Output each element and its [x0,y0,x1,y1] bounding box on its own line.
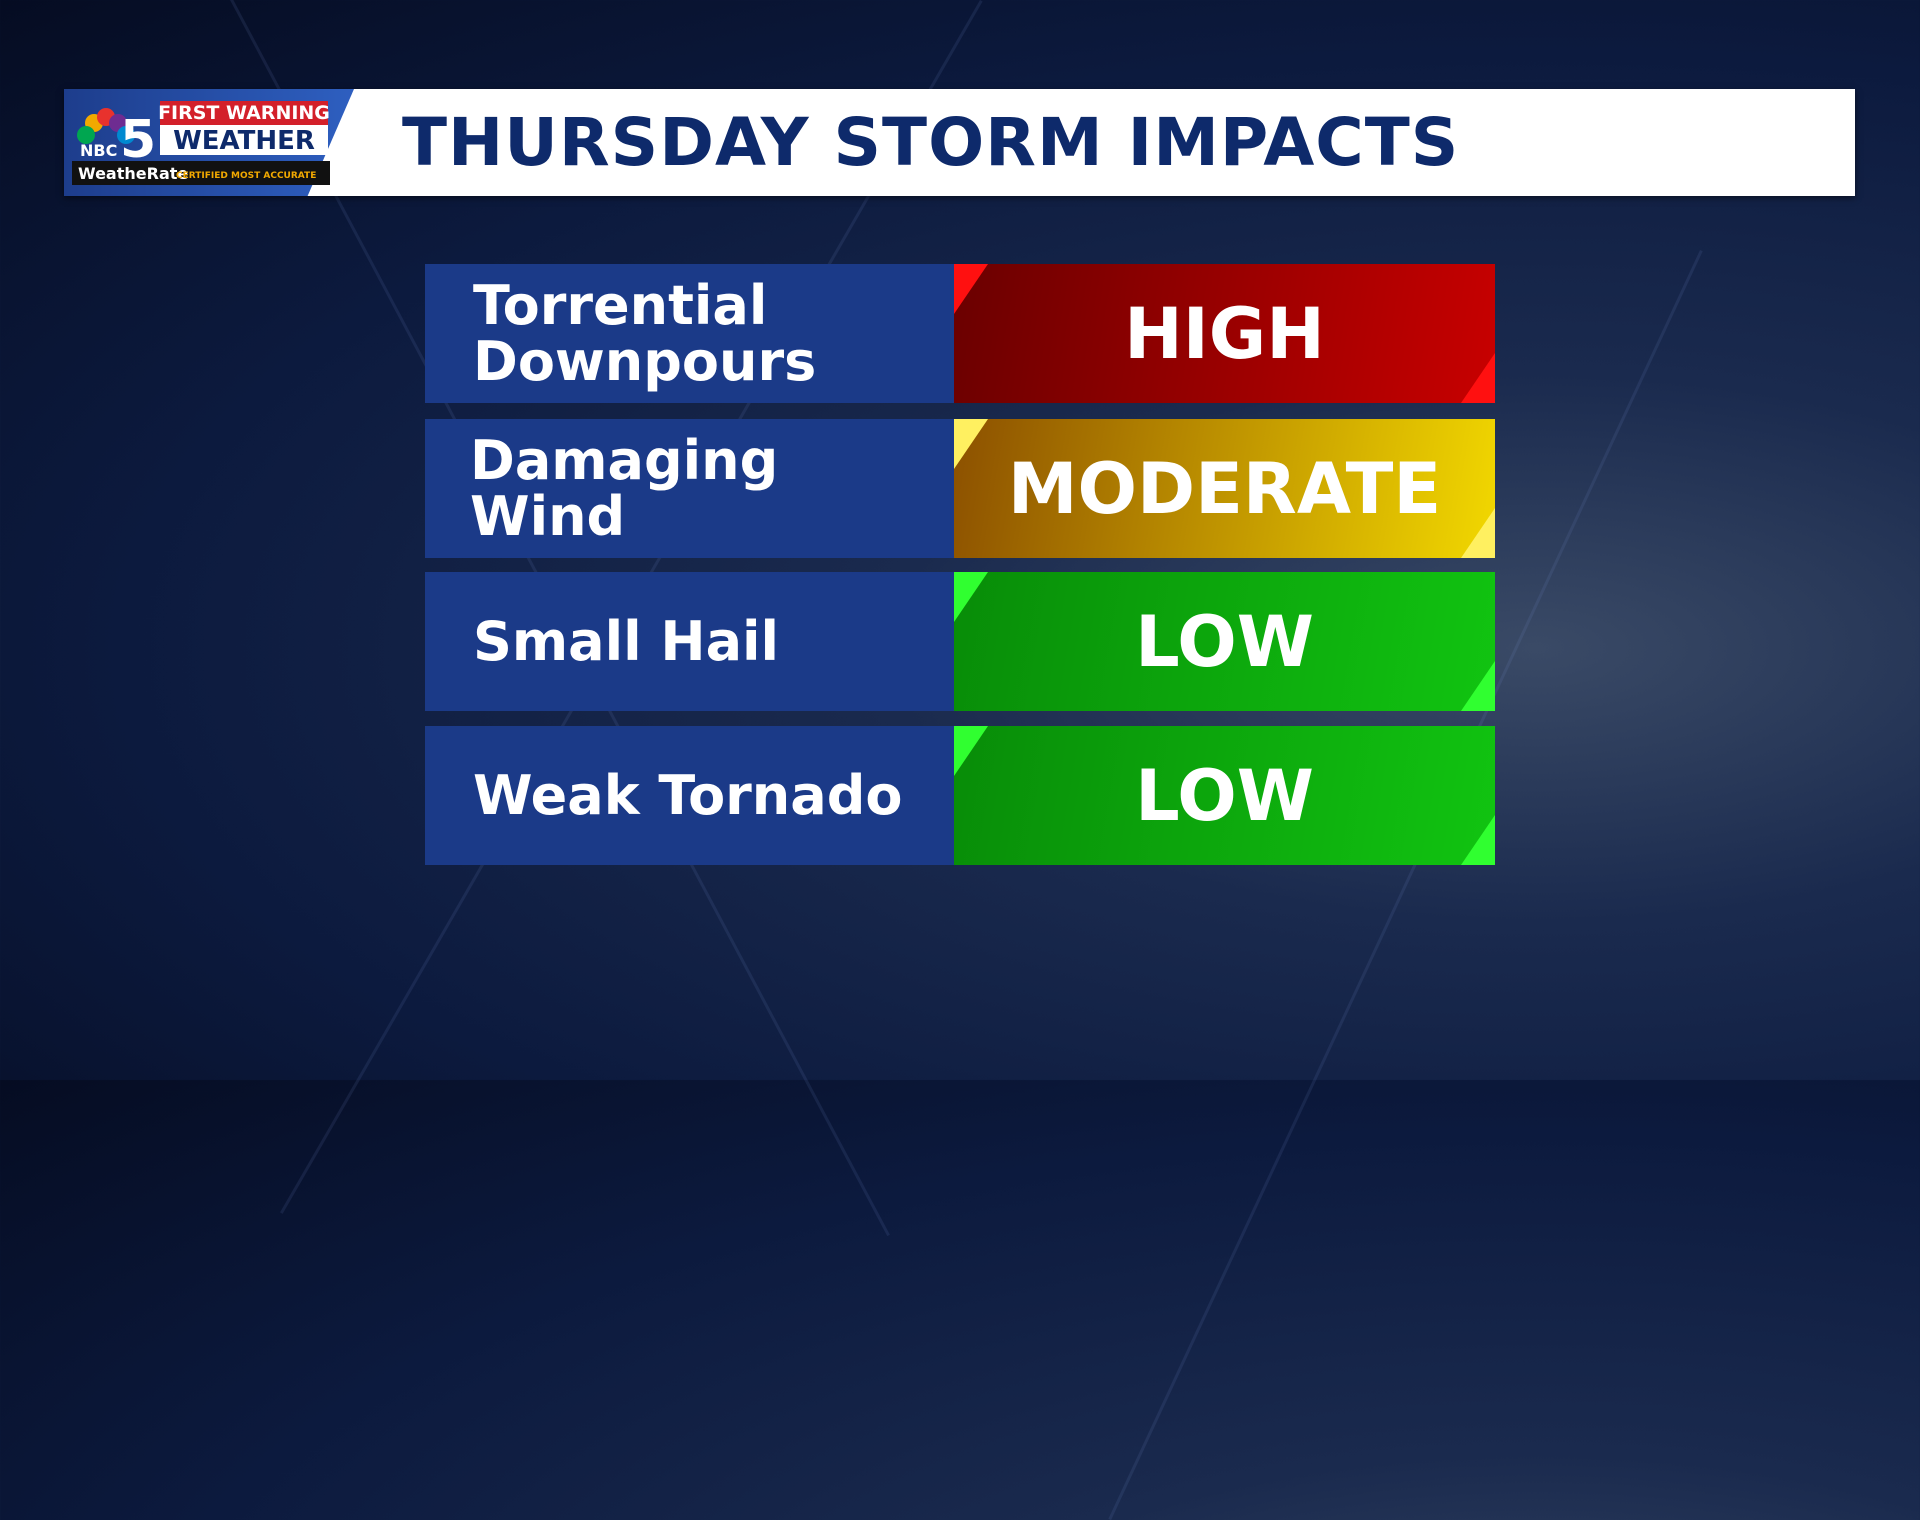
logo-art: NBC 5 FIRST WARNING WEATHER WeatheRate C… [72,101,330,185]
impact-row: Torrential Downpours HIGH [425,264,1495,403]
impact-label: Small Hail [425,572,954,711]
logo-channel: 5 [120,110,156,170]
impact-level: LOW [954,572,1495,711]
accent [1461,661,1495,711]
logo-badge: WeatheRate [78,164,188,183]
logo-badge-note: CERTIFIED MOST ACCURATE [176,171,316,181]
logo-badge-band [72,161,330,185]
impact-label: Damaging Wind [425,419,954,558]
peacock [77,108,135,144]
logo-red-band [160,101,328,125]
impact-level: MODERATE [954,419,1495,558]
impact-label-text: Torrential Downpours [473,273,817,393]
impact-row: Small Hail LOW [425,572,1495,711]
accent [1461,508,1495,558]
logo-white-band [160,125,328,155]
logo-line2: WEATHER [173,126,315,156]
impact-level-text: HIGH [1124,292,1325,375]
accent [954,419,988,469]
accent [954,572,988,622]
accent [1461,815,1495,865]
impact-label-text: Small Hail [473,609,780,673]
impact-level-text: MODERATE [1007,447,1442,530]
accent [954,264,988,314]
header-bar [64,89,1855,196]
impact-level-text: LOW [1135,754,1314,837]
logo-line1: FIRST WARNING [158,102,330,124]
impact-label: Weak Tornado [425,726,954,865]
accent [954,726,988,776]
impact-row: Damaging Wind MODERATE [425,419,1495,558]
impact-level: HIGH [954,264,1495,403]
impact-row: Weak Tornado LOW [425,726,1495,865]
accent [1461,353,1495,403]
impact-label: Torrential Downpours [425,264,954,403]
impact-label-text: Damaging Wind [470,428,779,548]
impact-level-text: LOW [1135,600,1314,683]
title: THURSDAY STORM IMPACTS [402,104,1460,181]
impact-level: LOW [954,726,1495,865]
impact-label-text: Weak Tornado [473,763,903,827]
logo-network: NBC [80,141,117,160]
